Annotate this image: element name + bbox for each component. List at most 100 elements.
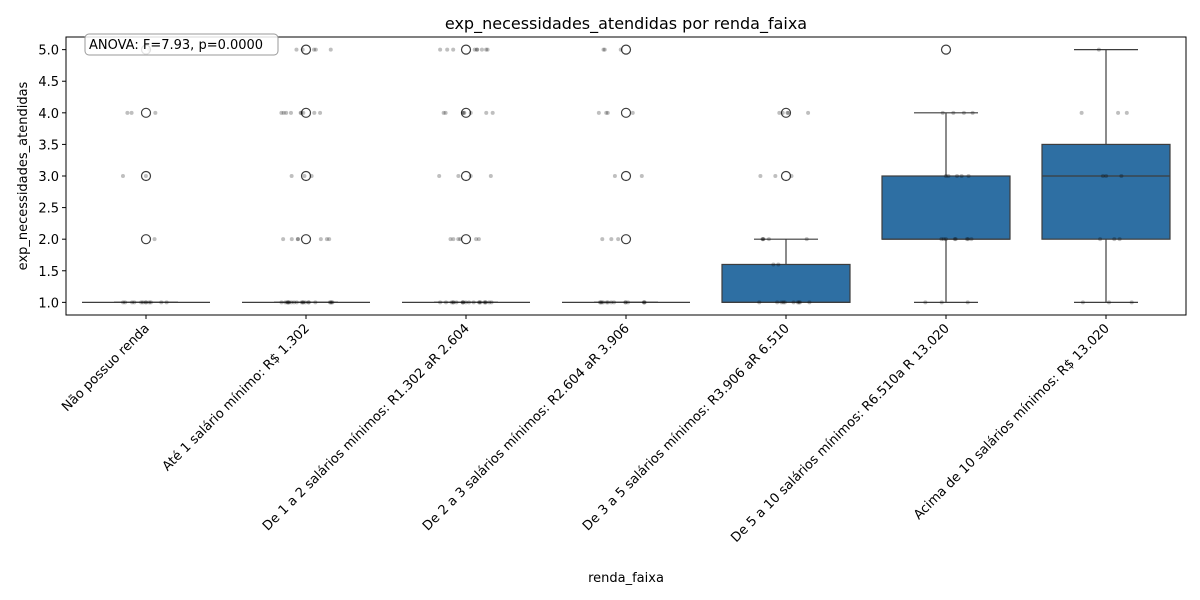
strip-point (458, 237, 463, 242)
chart-title: exp_necessidades_atendidas por renda_fai… (445, 14, 807, 34)
strip-point (779, 300, 784, 305)
strip-point (1112, 237, 1117, 242)
strip-point (143, 174, 148, 178)
strip-point (451, 300, 456, 305)
strip-point (283, 300, 288, 305)
strip-point (140, 300, 145, 305)
strip-point (955, 174, 960, 178)
strip-point (438, 47, 443, 52)
strip-point (298, 110, 303, 115)
outlier-point (140, 107, 152, 118)
strip-point (483, 300, 488, 305)
strip-point (612, 300, 617, 305)
strip-point (1098, 237, 1103, 242)
strip-point (487, 300, 492, 305)
strip-point (959, 174, 964, 178)
strip-point (295, 237, 300, 242)
outlier-point (140, 170, 152, 182)
strip-point (474, 47, 479, 52)
strip-point (477, 300, 482, 305)
strip-point (1119, 174, 1124, 178)
strip-point (1117, 237, 1122, 242)
strip-point (474, 237, 479, 242)
strip-point (766, 237, 771, 242)
strip-point (300, 300, 305, 305)
strip-point (600, 237, 605, 242)
strip-point (299, 300, 304, 305)
strip-point (139, 300, 144, 305)
outlier-point (460, 44, 472, 55)
strip-point (477, 300, 482, 305)
strip-point (281, 237, 286, 242)
x-tick-label: Acima de 10 salários mínimos: R$ 13.020 (911, 321, 1113, 523)
strip-point (605, 110, 610, 115)
y-tick-label: 3.0 (38, 170, 59, 185)
strip-point (602, 47, 607, 52)
strip-point (301, 300, 306, 305)
strip-point (294, 300, 299, 305)
strip-point (641, 300, 646, 305)
strip-point (597, 300, 602, 305)
strip-point (289, 237, 294, 242)
strip-point (490, 110, 495, 115)
outlier-point (620, 44, 632, 55)
strip-point (454, 300, 459, 305)
strip-point (596, 110, 601, 115)
outlier-point (620, 107, 632, 118)
outlier-point (300, 170, 312, 182)
strip-point (953, 237, 958, 242)
box-iqr (881, 175, 1011, 240)
strip-point (807, 300, 812, 305)
strip-point (598, 300, 603, 305)
outlier-point (460, 107, 472, 118)
strip-point (776, 262, 781, 267)
x-axis: Não possuo renda Até 1 salário mínimo: R$… (59, 315, 1113, 546)
strip-point (301, 110, 306, 115)
x-axis-label: renda_faixa (588, 571, 664, 586)
outlier-point (620, 234, 632, 245)
strip-point (941, 237, 946, 242)
strip-point (484, 47, 489, 52)
strip-point (441, 110, 446, 115)
points-layer (120, 47, 1134, 305)
y-tick-label: 2.5 (38, 202, 59, 217)
strip-point (1104, 174, 1109, 178)
strip-point (777, 110, 782, 115)
strip-point (1129, 300, 1134, 305)
strip-point (946, 174, 951, 178)
strip-point (786, 110, 791, 115)
strip-point (289, 300, 294, 305)
strip-point (324, 237, 329, 242)
strip-point (284, 110, 289, 115)
strip-point (599, 300, 604, 305)
strip-point (438, 300, 443, 305)
outlier-point (140, 234, 152, 245)
strip-point (460, 110, 465, 115)
strip-point (129, 110, 134, 115)
strip-point (1079, 110, 1084, 115)
strip-point (961, 110, 966, 115)
strip-point (471, 300, 476, 305)
strip-point (289, 174, 294, 178)
strip-point (478, 300, 483, 305)
strip-point (476, 237, 481, 242)
strip-point (943, 174, 948, 178)
strip-point (1124, 110, 1129, 115)
strip-point (804, 237, 809, 242)
strip-point (785, 110, 790, 115)
strip-point (285, 300, 290, 305)
strip-point (286, 300, 291, 305)
strip-point (143, 300, 148, 305)
strip-point (288, 110, 293, 115)
strip-point (279, 110, 284, 115)
outlier-point (940, 44, 952, 55)
strip-point (144, 300, 149, 305)
strip-point (299, 110, 304, 115)
strip-point (966, 237, 971, 242)
strip-point (468, 110, 473, 115)
strip-point (626, 300, 631, 305)
strip-point (306, 300, 311, 305)
anova-annotation-box (84, 33, 279, 56)
strip-point (313, 47, 318, 52)
strip-point (466, 300, 471, 305)
